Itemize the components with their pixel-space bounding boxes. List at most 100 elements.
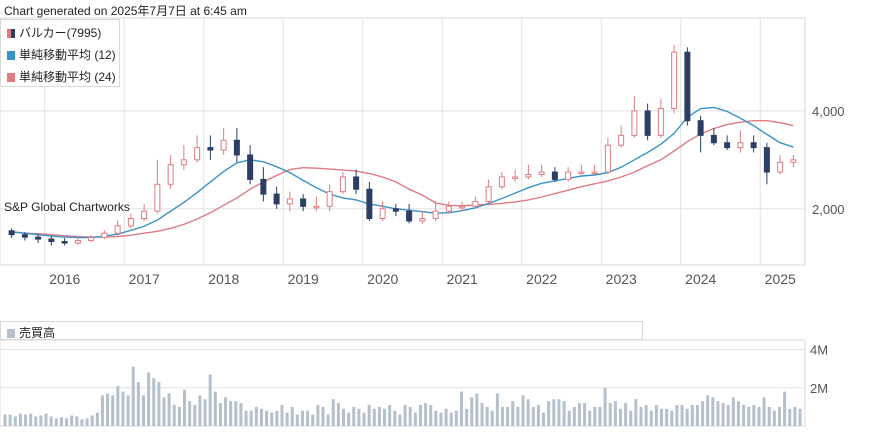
volume-bar	[798, 408, 802, 426]
volume-bar	[495, 393, 499, 426]
volume-bar	[542, 412, 546, 426]
volume-bar	[742, 404, 746, 426]
volume-bar	[649, 410, 653, 426]
volume-bar	[429, 404, 433, 426]
volume-bar	[454, 410, 458, 426]
candle-body	[260, 178, 267, 195]
volume-bar	[100, 395, 104, 426]
candle-body	[724, 142, 731, 149]
volume-bar	[8, 414, 12, 426]
volume-bar	[690, 404, 694, 426]
candle-body	[578, 171, 585, 175]
candle	[313, 196, 320, 212]
chart-credit: S&P Global Chartworks	[4, 200, 130, 214]
legend-item-volume[interactable]: 売買高	[7, 324, 55, 341]
x-tick-label: 2023	[606, 271, 637, 287]
volume-bar	[593, 406, 597, 426]
volume-bar	[562, 401, 566, 426]
legend-label: 売買高	[19, 326, 56, 340]
legend-item-price[interactable]: バルカー(7995)	[7, 24, 101, 41]
volume-bar	[362, 412, 366, 426]
volume-bar	[90, 415, 94, 426]
legend-swatch-icon	[7, 73, 15, 82]
volume-bar	[342, 408, 346, 426]
candle-body	[591, 171, 598, 175]
legend-item-sma24[interactable]: 単純移動平均 (24)	[7, 68, 116, 85]
volume-bar	[731, 397, 735, 426]
volume-bar	[306, 410, 310, 426]
candle-body	[48, 238, 55, 243]
price-legend: バルカー(7995) 単純移動平均 (12) 単純移動平均 (24)	[0, 19, 120, 87]
volume-bar	[572, 406, 576, 426]
legend-label: 単純移動平均 (12)	[19, 48, 116, 62]
volume-bar	[403, 404, 407, 426]
x-tick-label: 2021	[447, 271, 478, 287]
candle	[737, 130, 744, 153]
y-tick-label: 2,000	[812, 202, 845, 217]
candle-body	[273, 193, 280, 205]
candle	[61, 238, 68, 246]
candle-body	[167, 164, 174, 185]
volume-bar	[172, 404, 176, 426]
volume-bar	[49, 416, 53, 426]
volume-bar	[65, 418, 69, 426]
sma24-series	[11, 119, 794, 238]
volume-bar	[408, 406, 412, 426]
volume-bar	[726, 404, 730, 426]
volume-bar	[229, 401, 233, 426]
volume-bar	[485, 406, 489, 426]
volume-bar	[316, 404, 320, 426]
volume-bar	[618, 408, 622, 426]
y-axis-ticks: 2,000 4,000	[812, 104, 845, 217]
candle	[141, 203, 148, 221]
volume-bar	[547, 401, 551, 426]
candle	[485, 179, 492, 204]
volume-bar	[634, 399, 638, 426]
legend-label: 単純移動平均 (24)	[19, 70, 116, 84]
candle	[790, 154, 797, 168]
candle	[657, 98, 664, 138]
volume-bar	[183, 389, 187, 426]
volume-bar	[59, 417, 63, 426]
candle-body	[750, 142, 757, 149]
legend-swatch-icon	[7, 329, 15, 338]
candle	[48, 236, 55, 246]
volume-bar	[352, 406, 356, 426]
volume-bar	[629, 410, 633, 426]
volume-bar	[383, 408, 387, 426]
volume-bar	[747, 406, 751, 426]
x-axis-ticks: 2016 2017 2018 2019 2020 2021 2022 2023 2024 2025	[49, 271, 796, 287]
candle	[432, 201, 439, 221]
volume-bar	[675, 404, 679, 426]
candle	[750, 135, 757, 153]
volume-bar	[583, 403, 587, 426]
candle	[326, 184, 333, 212]
candle-body	[777, 161, 784, 173]
candle	[273, 186, 280, 209]
candle	[114, 220, 121, 236]
volume-bar	[157, 382, 161, 426]
candle-body	[74, 240, 81, 244]
candle-body	[233, 139, 240, 156]
candle-body	[353, 176, 360, 190]
volume-bar	[449, 412, 453, 426]
candle	[406, 203, 413, 224]
candle	[167, 154, 174, 190]
candle	[459, 201, 466, 212]
volume-bar	[13, 416, 17, 426]
candle	[710, 128, 717, 146]
x-tick-label: 2016	[49, 271, 80, 287]
volume-bar	[244, 410, 248, 426]
candle	[538, 164, 545, 177]
volume-bar	[603, 387, 607, 426]
candle-body	[88, 237, 95, 242]
volume-bar	[660, 408, 664, 426]
candle-body	[313, 205, 320, 209]
legend-item-sma12[interactable]: 単純移動平均 (12)	[7, 46, 116, 63]
candle	[35, 234, 42, 243]
volume-bar	[793, 406, 797, 426]
candle-body	[710, 134, 717, 144]
candle	[233, 128, 240, 163]
sma12-line	[11, 106, 794, 239]
volume-bar	[116, 385, 120, 426]
